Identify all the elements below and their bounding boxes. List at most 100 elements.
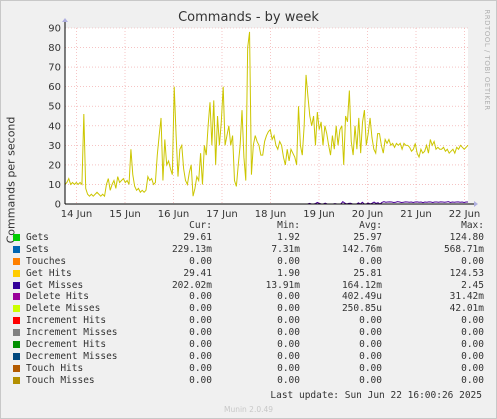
legend-min-value: 0.00 [277, 315, 300, 327]
legend-max-value: 0.00 [461, 350, 484, 362]
legend-swatch [13, 364, 20, 372]
legend-min-value: 0.00 [277, 350, 300, 362]
legend-max-value: 568.71m [443, 243, 484, 255]
legend-min-value: 0.00 [277, 362, 300, 374]
x-tick-label: 17 Jun [206, 209, 238, 220]
legend-cur-value: 0.00 [189, 291, 212, 303]
legend-swatch [13, 293, 20, 301]
legend-min-value: 0.00 [277, 374, 300, 386]
legend-max-value: 0.00 [461, 374, 484, 386]
legend-row: Touches 0.00 0.00 0.00 0.00 [12, 256, 492, 268]
legend-min-value: 1.90 [277, 267, 300, 279]
plot-background [65, 28, 468, 204]
legend-swatch [13, 352, 20, 360]
legend-min-value: 1.92 [277, 232, 300, 243]
legend-avg-value: 25.81 [353, 267, 382, 279]
legend-min-value: 0.00 [277, 339, 300, 351]
x-tick-label: 20 Jun [352, 209, 384, 220]
legend-max-value: 124.53 [449, 267, 484, 279]
legend-cur-value: 29.61 [183, 232, 212, 243]
legend-row: Delete Misses 0.00 0.00 250.85u 42.01m [12, 303, 492, 315]
munin-version: Munin 2.0.49 [223, 405, 274, 414]
y-tick-label: 0 [55, 200, 61, 211]
legend-avg-value: 164.12m [341, 279, 382, 291]
legend-series-name: Increment Misses [26, 327, 118, 339]
legend-cur-value: 0.00 [189, 339, 212, 351]
y-tick-label: 50 [48, 102, 61, 113]
legend-swatch [13, 317, 20, 325]
legend-series-name: Increment Hits [26, 315, 107, 327]
legend-swatch [13, 281, 20, 289]
legend-header-max: Max: [461, 220, 484, 231]
legend-avg-value: 250.85u [341, 303, 382, 315]
legend-swatch [13, 329, 20, 337]
legend-cur-value: 229.13m [171, 243, 212, 255]
legend-row: Gets 29.61 1.92 25.97 124.80 [12, 232, 492, 244]
legend-swatch [13, 245, 20, 253]
legend-series-name: Get Hits [26, 267, 72, 279]
legend-swatch [13, 257, 20, 265]
legend-row: Touch Hits 0.00 0.00 0.00 0.00 [12, 363, 492, 375]
legend-cur-value: 0.00 [189, 303, 212, 315]
legend-cur-value: 0.00 [189, 374, 212, 386]
legend-min-value: 0.00 [277, 255, 300, 267]
legend-header-avg: Avg: [359, 220, 382, 231]
x-tick-label: 19 Jun [303, 209, 335, 220]
x-tick-label: 14 Jun [61, 209, 93, 220]
legend-avg-value: 142.76m [341, 243, 382, 255]
y-tick-label: 80 [48, 43, 61, 54]
chart-title: Commands - by week [178, 10, 319, 25]
legend-row: Get Misses 202.02m 13.91m 164.12m 2.45 [12, 280, 492, 292]
legend-max-value: 124.80 [449, 232, 484, 243]
legend-series-name: Get Misses [26, 279, 84, 291]
legend-row: Decrement Misses 0.00 0.00 0.00 0.00 [12, 351, 492, 363]
legend-series-name: Decrement Misses [26, 350, 118, 362]
legend-cur-value: 29.41 [183, 267, 212, 279]
legend-min-value: 0.00 [277, 327, 300, 339]
legend-max-value: 0.00 [461, 362, 484, 374]
legend-swatch [13, 376, 20, 384]
legend-cur-value: 0.00 [189, 362, 212, 374]
y-tick-label: 90 [48, 24, 61, 35]
x-axis-arrow [474, 201, 478, 207]
legend-series-name: Gets [26, 232, 49, 243]
legend-cur-value: 0.00 [189, 327, 212, 339]
y-tick-label: 20 [48, 160, 61, 171]
y-tick-label: 70 [48, 63, 61, 74]
y-tick-label: 40 [48, 121, 61, 132]
legend-avg-value: 0.00 [359, 315, 382, 327]
x-tick-label: 21 Jun [400, 209, 432, 220]
legend-series-name: Touch Misses [26, 374, 95, 386]
legend: Cur: Min: Avg: Max: Gets 29.61 1.92 25.97 124.80… [12, 220, 492, 387]
legend-series-name: Delete Hits [26, 291, 89, 303]
legend-min-value: 13.91m [265, 279, 300, 291]
legend-series-name: Touch Hits [26, 362, 84, 374]
legend-min-value: 7.31m [271, 243, 300, 255]
legend-swatch [13, 341, 20, 349]
legend-max-value: 0.00 [461, 327, 484, 339]
legend-row: Increment Misses 0.00 0.00 0.00 0.00 [12, 327, 492, 339]
last-update: Last update: Sun Jun 22 16:00:26 2025 [270, 390, 482, 401]
legend-row: Get Hits 29.41 1.90 25.81 124.53 [12, 268, 492, 280]
legend-header: Cur: Min: Avg: Max: [12, 220, 492, 232]
legend-row: Decrement Hits 0.00 0.00 0.00 0.00 [12, 339, 492, 351]
legend-min-value: 0.00 [277, 303, 300, 315]
x-tick-label: 16 Jun [158, 209, 190, 220]
x-tick-label: 18 Jun [255, 209, 287, 220]
legend-avg-value: 0.00 [359, 327, 382, 339]
legend-avg-value: 0.00 [359, 350, 382, 362]
legend-header-min: Min: [277, 220, 300, 231]
y-tick-label: 60 [48, 82, 61, 93]
x-tick-label: 15 Jun [109, 209, 141, 220]
y-axis-arrow [62, 18, 68, 22]
legend-max-value: 0.00 [461, 339, 484, 351]
legend-cur-value: 0.00 [189, 315, 212, 327]
series-line-0 [64, 31, 469, 198]
legend-avg-value: 0.00 [359, 339, 382, 351]
legend-max-value: 31.42m [449, 291, 484, 303]
legend-cur-value: 202.02m [171, 279, 212, 291]
x-tick-label: 22 Jun [449, 209, 481, 220]
legend-avg-value: 25.97 [353, 232, 382, 243]
legend-row: Delete Hits 0.00 0.00 402.49u 31.42m [12, 291, 492, 303]
